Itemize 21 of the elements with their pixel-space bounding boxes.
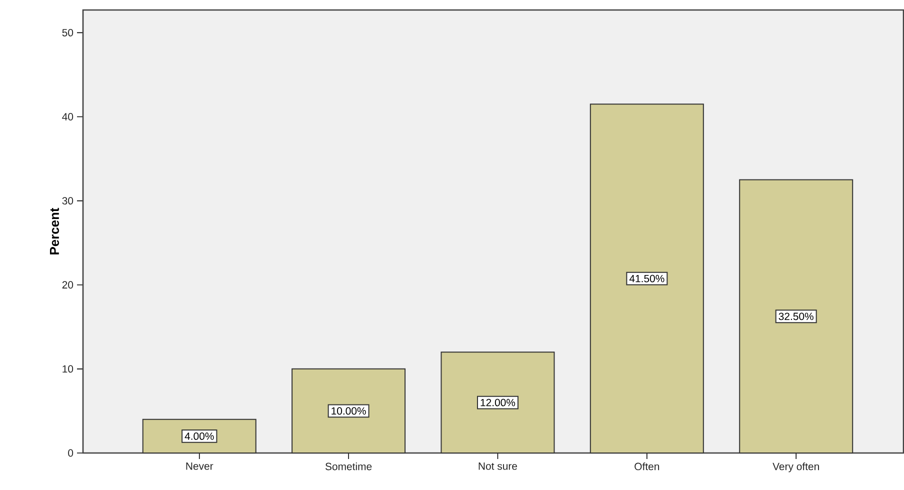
data-label: 10.00% xyxy=(332,407,366,415)
data-label: 12.00% xyxy=(480,398,516,406)
bar xyxy=(590,104,704,454)
x-tick-label: Often xyxy=(634,462,660,470)
y-tick-label: 0 xyxy=(68,449,74,457)
bar xyxy=(292,368,406,454)
y-tick-label: 40 xyxy=(62,113,74,120)
x-tick-label: Very often xyxy=(772,462,819,472)
bar xyxy=(440,352,555,454)
y-tick-label: 50 xyxy=(62,28,74,36)
x-tick-label: Never xyxy=(186,462,214,470)
x-tick-label: Sometime xyxy=(325,462,372,470)
data-label: 32.50% xyxy=(778,312,814,320)
data-label: 4.00% xyxy=(184,432,214,440)
y-axis-title: Percent xyxy=(50,208,60,254)
bar xyxy=(739,179,854,454)
y-tick-label: 10 xyxy=(62,365,74,373)
y-tick-label: 30 xyxy=(62,197,74,205)
y-tick-label: 20 xyxy=(62,281,74,289)
data-label: 41.50% xyxy=(629,274,664,282)
x-tick-label: Not sure xyxy=(478,462,518,470)
